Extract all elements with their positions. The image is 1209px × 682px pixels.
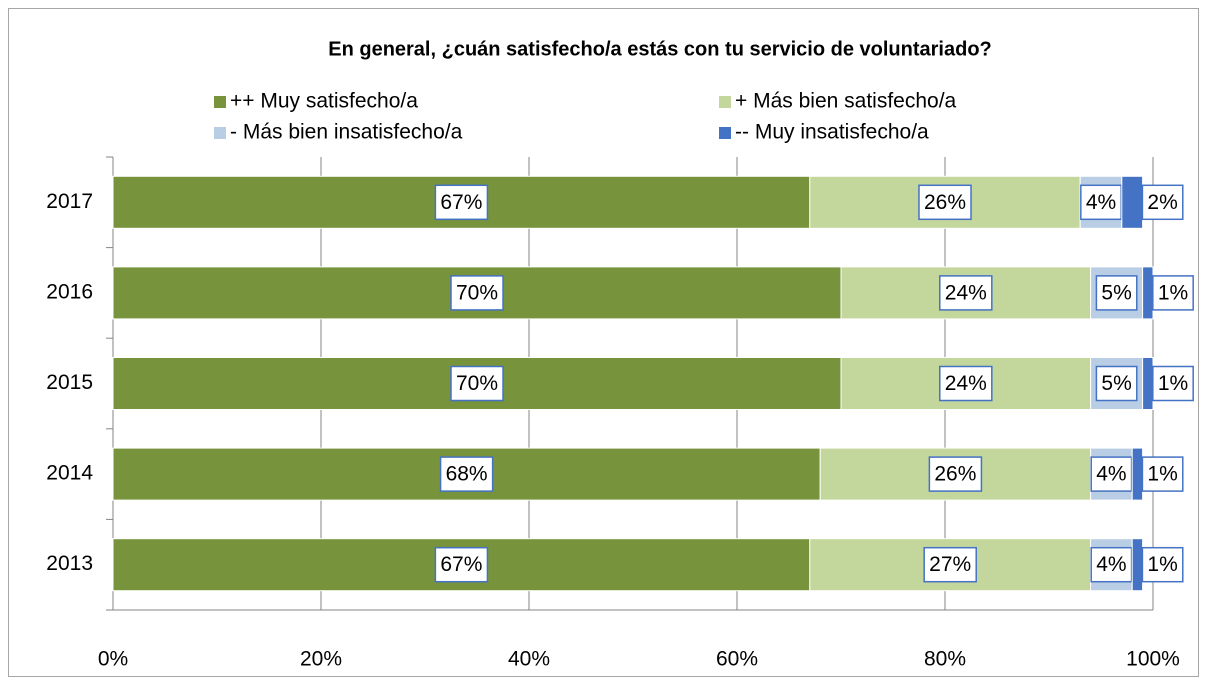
data-label-box [928, 456, 983, 492]
data-label-box [1141, 184, 1184, 221]
data-label: 4% [1096, 463, 1126, 486]
y-tick-label: 2014 [46, 462, 93, 485]
data-label: 67% [440, 553, 482, 576]
data-label: 27% [929, 553, 971, 576]
bar-segment [1142, 266, 1154, 320]
data-label-box [434, 546, 489, 583]
bar-segment [1142, 357, 1154, 410]
x-tick-label: 0% [98, 648, 128, 671]
data-label-box [439, 456, 494, 492]
data-label: 26% [934, 463, 976, 486]
data-label-box [450, 275, 504, 311]
chart-title: En general, ¿cuán satisfecho/a estás con… [328, 38, 992, 60]
data-label: 5% [1101, 372, 1131, 395]
y-tick-label: 2016 [46, 280, 93, 303]
x-tick-label: 100% [1126, 648, 1180, 671]
data-label-box [939, 275, 993, 311]
data-label-box [1095, 365, 1138, 402]
data-label: 1% [1158, 281, 1188, 304]
y-tick-label: 2015 [46, 371, 93, 394]
legend-label: ++ Muy satisfecho/a [230, 90, 418, 113]
data-label: 4% [1096, 553, 1126, 576]
data-label: 1% [1147, 463, 1177, 486]
data-label: 26% [924, 191, 966, 214]
data-label: 70% [456, 281, 498, 304]
legend-swatch [214, 96, 226, 108]
x-tick-label: 80% [924, 648, 966, 671]
data-label-box [1095, 275, 1138, 311]
data-label: 4% [1086, 191, 1116, 214]
data-label-box [1090, 456, 1133, 492]
data-label: 1% [1147, 553, 1177, 576]
legend-label: - Más bien insatisfecho/a [230, 121, 463, 144]
bar-segment [1131, 538, 1144, 592]
data-label-box [1152, 365, 1194, 402]
x-tick-label: 40% [508, 648, 550, 671]
data-label-box [939, 365, 993, 402]
data-label: 67% [440, 191, 482, 214]
legend-label: -- Muy insatisfecho/a [735, 121, 929, 144]
legend-label: + Más bien satisfecho/a [735, 90, 957, 113]
bar-segment [1121, 175, 1144, 229]
legend-swatch [719, 96, 731, 108]
data-label: 24% [945, 372, 987, 395]
data-label: 1% [1158, 372, 1188, 395]
data-label-box [1152, 275, 1194, 311]
data-label-box [923, 546, 977, 583]
y-tick-label: 2013 [46, 552, 93, 575]
data-label-box [434, 184, 489, 221]
data-label: 70% [456, 372, 498, 395]
data-label-box [1090, 546, 1133, 583]
legend-swatch [719, 127, 731, 139]
legend-swatch [214, 127, 226, 139]
data-label: 24% [945, 281, 987, 304]
x-tick-label: 60% [716, 648, 758, 671]
data-label-box [918, 184, 972, 221]
data-label: 68% [446, 463, 488, 486]
data-label-box [1080, 184, 1122, 221]
x-tick-label: 20% [300, 648, 342, 671]
bar-segment [1131, 447, 1144, 501]
y-tick-label: 2017 [46, 190, 93, 213]
data-label: 2% [1147, 191, 1177, 214]
data-label: 5% [1101, 281, 1131, 304]
data-label-box [450, 365, 504, 402]
data-label-box [1141, 546, 1184, 583]
data-label-box [1141, 456, 1184, 492]
